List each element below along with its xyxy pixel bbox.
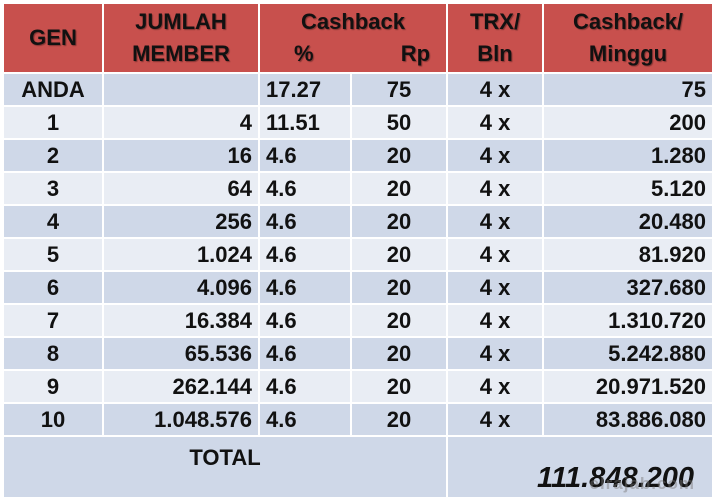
cell-member: [104, 74, 260, 107]
cell-rp: 20: [352, 371, 449, 404]
total-row: TOTAL 111.848.200: [4, 437, 715, 499]
cell-rp: 20: [352, 173, 449, 206]
table-row: 1 4 11.51 50 4 x 200: [4, 107, 715, 140]
cell-gen: 6: [4, 272, 104, 305]
cell-gen: 10: [4, 404, 104, 437]
cell-trx: 4 x: [448, 404, 545, 437]
cell-rp: 20: [352, 140, 449, 173]
header-trx-line2: Bln: [477, 41, 513, 66]
cell-pct: 17.27: [260, 74, 352, 107]
table-row: 7 16.384 4.6 20 4 x 1.310.720: [4, 305, 715, 338]
cell-rp: 20: [352, 272, 449, 305]
cell-weekly: 5.120: [544, 173, 715, 206]
cell-pct: 4.6: [260, 404, 352, 437]
table-row: 10 1.048.576 4.6 20 4 x 83.886.080: [4, 404, 715, 437]
header-weekly-line2: Minggu: [588, 41, 668, 66]
cell-member: 1.024: [104, 239, 260, 272]
cell-rp: 20: [352, 404, 449, 437]
cell-member: 4.096: [104, 272, 260, 305]
header-member: JUMLAH MEMBER: [104, 4, 260, 74]
cell-member: 4: [104, 107, 260, 140]
header-trx-line1: TRX/: [469, 9, 521, 34]
header-cashback-pct: %: [294, 41, 314, 66]
header-gen-label: GEN: [29, 25, 77, 50]
cell-trx: 4 x: [448, 239, 545, 272]
cell-gen: 1: [4, 107, 104, 140]
cell-rp: 20: [352, 305, 449, 338]
cell-weekly: 20.971.520: [544, 371, 715, 404]
cell-weekly: 200: [544, 107, 715, 140]
total-value: 111.848.200: [448, 437, 715, 499]
cell-trx: 4 x: [448, 74, 545, 107]
cell-member: 16: [104, 140, 260, 173]
cell-trx: 4 x: [448, 371, 545, 404]
cell-rp: 20: [352, 338, 449, 371]
header-member-line1: JUMLAH: [135, 9, 227, 34]
cell-weekly: 20.480: [544, 206, 715, 239]
table-row: 8 65.536 4.6 20 4 x 5.242.880: [4, 338, 715, 371]
cell-gen: 9: [4, 371, 104, 404]
cell-gen: 4: [4, 206, 104, 239]
header-gen: GEN: [4, 4, 104, 74]
header-cashback-line1: Cashback: [301, 9, 405, 34]
cell-member: 256: [104, 206, 260, 239]
cell-pct: 4.6: [260, 305, 352, 338]
total-label: TOTAL: [4, 437, 449, 499]
cell-trx: 4 x: [448, 272, 545, 305]
cell-weekly: 75: [544, 74, 715, 107]
cell-member: 16.384: [104, 305, 260, 338]
cell-pct: 4.6: [260, 239, 352, 272]
cell-trx: 4 x: [448, 140, 545, 173]
cell-gen: ANDA: [4, 74, 104, 107]
header-cashback-rp: Rp: [400, 41, 431, 66]
cell-pct: 4.6: [260, 371, 352, 404]
cell-trx: 4 x: [448, 305, 545, 338]
cell-weekly: 81.920: [544, 239, 715, 272]
cell-weekly: 5.242.880: [544, 338, 715, 371]
table-row: 3 64 4.6 20 4 x 5.120: [4, 173, 715, 206]
table-row: ANDA 17.27 75 4 x 75: [4, 74, 715, 107]
watermark: elrajab.com: [589, 474, 695, 493]
cell-trx: 4 x: [448, 173, 545, 206]
header-cashback: Cashback % Rp: [260, 4, 449, 74]
cell-pct: 4.6: [260, 140, 352, 173]
cell-pct: 11.51: [260, 107, 352, 140]
cell-trx: 4 x: [448, 107, 545, 140]
cell-pct: 4.6: [260, 206, 352, 239]
cell-pct: 4.6: [260, 272, 352, 305]
cell-trx: 4 x: [448, 206, 545, 239]
cell-gen: 7: [4, 305, 104, 338]
table-row: 4 256 4.6 20 4 x 20.480: [4, 206, 715, 239]
table-row: 5 1.024 4.6 20 4 x 81.920: [4, 239, 715, 272]
cell-member: 1.048.576: [104, 404, 260, 437]
cell-weekly: 1.280: [544, 140, 715, 173]
cell-member: 65.536: [104, 338, 260, 371]
table-row: 2 16 4.6 20 4 x 1.280: [4, 140, 715, 173]
cell-rp: 20: [352, 206, 449, 239]
cell-pct: 4.6: [260, 338, 352, 371]
cell-weekly: 327.680: [544, 272, 715, 305]
cell-weekly: 83.886.080: [544, 404, 715, 437]
table-row: 9 262.144 4.6 20 4 x 20.971.520: [4, 371, 715, 404]
cell-weekly: 1.310.720: [544, 305, 715, 338]
cell-pct: 4.6: [260, 173, 352, 206]
table-header-row: GEN JUMLAH MEMBER Cashback % Rp TRX/ Bln…: [4, 4, 715, 74]
cell-trx: 4 x: [448, 338, 545, 371]
cell-gen: 3: [4, 173, 104, 206]
cell-gen: 2: [4, 140, 104, 173]
header-member-line2: MEMBER: [132, 41, 230, 66]
table-row: 6 4.096 4.6 20 4 x 327.680: [4, 272, 715, 305]
cashback-table: GEN JUMLAH MEMBER Cashback % Rp TRX/ Bln…: [4, 4, 715, 499]
cell-gen: 5: [4, 239, 104, 272]
cell-rp: 50: [352, 107, 449, 140]
cell-rp: 20: [352, 239, 449, 272]
header-trx: TRX/ Bln: [448, 4, 545, 74]
header-weekly-line1: Cashback/: [572, 9, 684, 34]
header-weekly: Cashback/ Minggu: [544, 4, 715, 74]
cell-member: 262.144: [104, 371, 260, 404]
cell-rp: 75: [352, 74, 449, 107]
cell-member: 64: [104, 173, 260, 206]
cell-gen: 8: [4, 338, 104, 371]
